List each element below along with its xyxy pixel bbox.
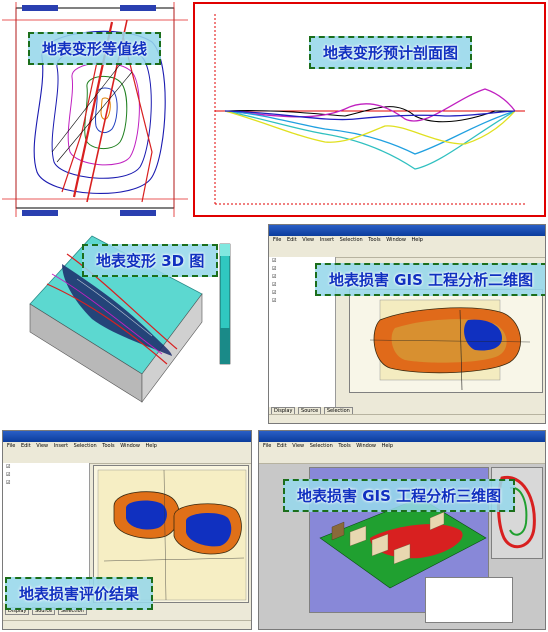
menu-tools[interactable]: Tools xyxy=(102,443,115,449)
menu-window[interactable]: Window xyxy=(386,237,406,243)
menu-view[interactable]: View xyxy=(302,237,315,243)
gis2d-panel: File Edit View Insert Selection Tools Wi… xyxy=(268,224,546,424)
toc-layer[interactable]: ☑ xyxy=(6,480,11,486)
menu-insert[interactable]: Insert xyxy=(319,237,335,243)
gis2d-toolbar[interactable] xyxy=(269,245,545,258)
toc-layer[interactable]: ☑ xyxy=(272,298,277,304)
gis3d-toolbar[interactable] xyxy=(259,451,545,464)
toc-layer[interactable]: ☑ xyxy=(272,258,277,264)
menu-edit[interactable]: Edit xyxy=(276,443,287,449)
gis-eval-menubar: File Edit View Insert Selection Tools Wi… xyxy=(3,442,251,451)
surface-3d xyxy=(29,235,231,403)
menu-insert[interactable]: Insert xyxy=(53,443,69,449)
toc-layer[interactable]: ☑ xyxy=(272,290,277,296)
menu-selection[interactable]: Selection xyxy=(309,443,333,449)
view3d-panel: 地表变形 3D 图 xyxy=(2,224,264,424)
gis-eval-panel: File Edit View Insert Selection Tools Wi… xyxy=(2,430,252,630)
gis2d-window-title xyxy=(269,225,545,236)
menu-view[interactable]: View xyxy=(36,443,49,449)
contour-plot xyxy=(2,2,188,217)
menu-selection[interactable]: Selection xyxy=(73,443,97,449)
gis3d-menubar: File Edit View Selection Tools Window He… xyxy=(259,442,545,451)
toc-layer[interactable]: ☑ xyxy=(272,274,277,280)
gis2d-title: 地表损害 GIS 工程分析二维图 xyxy=(315,263,545,296)
menu-tools[interactable]: Tools xyxy=(368,237,381,243)
gis2d-statusbar xyxy=(269,414,545,423)
toc-layer[interactable]: ☑ xyxy=(272,266,277,272)
gis-eval-title: 地表损害评价结果 xyxy=(5,577,154,610)
profile-title: 地表变形预计剖面图 xyxy=(309,36,473,69)
gis2d-map[interactable] xyxy=(349,289,543,393)
menu-view[interactable]: View xyxy=(292,443,305,449)
profile-chart xyxy=(214,14,525,205)
gis-eval-toolbar[interactable] xyxy=(3,451,251,464)
menu-file[interactable]: File xyxy=(263,443,272,449)
gis3d-info-box xyxy=(425,577,513,623)
menu-window[interactable]: Window xyxy=(120,443,140,449)
menu-file[interactable]: File xyxy=(273,237,282,243)
gis3d-scene-drawing xyxy=(319,497,487,589)
menu-edit[interactable]: Edit xyxy=(286,237,297,243)
menu-edit[interactable]: Edit xyxy=(20,443,31,449)
gis-eval-window-title xyxy=(3,431,251,442)
menu-help[interactable]: Help xyxy=(381,443,393,449)
gis3d-panel: File Edit View Selection Tools Window He… xyxy=(258,430,546,630)
gis2d-map-drawing xyxy=(369,299,531,391)
gis2d-menubar: File Edit View Insert Selection Tools Wi… xyxy=(269,236,545,245)
gis3d-window-title xyxy=(259,431,545,442)
gis-eval-statusbar xyxy=(3,620,251,629)
menu-tools[interactable]: Tools xyxy=(338,443,351,449)
menu-help[interactable]: Help xyxy=(145,443,157,449)
menu-help[interactable]: Help xyxy=(411,237,423,243)
contour-panel: 地表变形等值线 xyxy=(2,2,188,217)
toc-layer[interactable]: ☑ xyxy=(272,282,277,288)
profile-panel: 地表变形预计剖面图 xyxy=(193,2,546,217)
menu-file[interactable]: File xyxy=(7,443,16,449)
contour-title: 地表变形等值线 xyxy=(28,32,162,65)
menu-selection[interactable]: Selection xyxy=(339,237,363,243)
gis3d-title: 地表损害 GIS 工程分析三维图 xyxy=(283,479,516,512)
toc-layer[interactable]: ☑ xyxy=(6,464,11,470)
menu-window[interactable]: Window xyxy=(356,443,376,449)
view3d-title: 地表变形 3D 图 xyxy=(82,244,219,277)
toc-layer[interactable]: ☑ xyxy=(6,472,11,478)
